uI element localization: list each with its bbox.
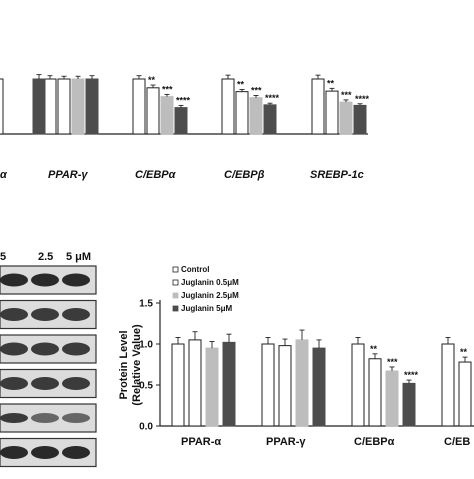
- blot-band-3-1: [31, 377, 59, 390]
- legend-label-dose1: Juglanin 0.5μM: [181, 278, 239, 287]
- top-bar-s3-c0: [32, 78, 46, 135]
- bot-sig-s3-c2: ****: [404, 370, 419, 380]
- dose-label-1: 5: [0, 251, 6, 263]
- dose-label-3: 5 μM: [66, 251, 91, 263]
- top-bar-s0-c4: [311, 78, 325, 135]
- blot-band-0-1: [31, 273, 59, 287]
- bottom-cat-cebpa: C/EBPα: [354, 436, 395, 448]
- top-group-label-ppar-g: PPAR-γ: [48, 169, 88, 181]
- bottom-cat-ppar-a: PPAR-α: [181, 436, 221, 448]
- bottom-cat-ppar-g: PPAR-γ: [266, 436, 306, 448]
- dose-label-2: 2.5: [38, 251, 53, 263]
- bot-sig-s1-c3: **: [460, 347, 468, 357]
- blot-band-2-1: [31, 342, 59, 356]
- blot-band-2-2: [62, 342, 90, 356]
- bot-bar-s1-c1: [278, 345, 292, 427]
- bot-sig-s1-c2: **: [370, 344, 378, 354]
- bottom-chart-bars: ** *********: [171, 329, 472, 427]
- blot-band-0-0: [0, 273, 28, 287]
- bot-bar-s3-c2: [402, 382, 416, 427]
- blot-band-4-1: [31, 413, 59, 423]
- western-blot-panel: [0, 265, 97, 468]
- bot-bar-s0-c3: [441, 343, 455, 427]
- top-sig-s2-c4: ***: [341, 90, 352, 100]
- top-bar-s0-c3: [221, 78, 235, 135]
- legend-swatch-dose2: [172, 292, 179, 299]
- blot-band-2-0: [0, 342, 28, 356]
- bot-bar-s0-c0: [171, 343, 185, 427]
- legend-label-control: Control: [181, 265, 209, 274]
- top-bar-s0-c1: [43, 78, 57, 135]
- top-sig-s1-c3: **: [237, 79, 245, 89]
- bot-bar-s1-c0: [188, 339, 202, 427]
- bot-bar-s3-c0: [222, 341, 236, 427]
- bot-bar-s3-c1: [312, 347, 326, 427]
- top-bar-s1-c1: [57, 78, 71, 135]
- bot-bar-s2-c2: [385, 370, 399, 427]
- legend-swatch-control: [172, 266, 179, 273]
- legend-label-dose3: Juglanin 5μM: [181, 304, 232, 313]
- top-partial-label: α: [0, 169, 8, 181]
- top-bar-s3-c3: [263, 104, 277, 135]
- bot-bar-s2-c0: [205, 347, 219, 427]
- top-bar-s2-c4: [339, 101, 353, 135]
- bot-bar-s1-c2: [368, 358, 382, 427]
- bot-bar-s0-c1: [261, 343, 275, 427]
- top-group-label-srebp: SREBP-1c: [310, 169, 364, 181]
- y-axis-label-line1: Protein Level: [118, 330, 130, 399]
- bottom-cat-cebp-partial: C/EB: [444, 436, 470, 448]
- blot-band-1-0: [0, 308, 28, 321]
- top-bar-s0-c0: [0, 78, 4, 135]
- blot-band-0-2: [62, 273, 90, 287]
- legend: Control Juglanin 0.5μM Juglanin 2.5μM Ju…: [172, 265, 239, 313]
- bottom-y-ticks: 0.0 0.5 1.0 1.5: [139, 299, 160, 433]
- top-bar-s1-c3: [235, 91, 249, 135]
- ytick-label-1: 0.5: [139, 381, 153, 392]
- top-group-label-cebpa: C/EBPα: [135, 169, 177, 181]
- bot-bar-s0-c2: [351, 343, 365, 427]
- legend-swatch-dose1: [172, 279, 179, 286]
- top-bar-s2-c3: [249, 97, 263, 135]
- legend-label-dose2: Juglanin 2.5μM: [181, 291, 239, 300]
- top-bar-s3-c2: [174, 107, 188, 135]
- legend-swatch-dose3: [172, 305, 179, 312]
- top-sig-s1-c4: **: [327, 78, 335, 88]
- top-sig-s3-c2: ****: [176, 95, 191, 105]
- blot-band-5-0: [0, 446, 28, 459]
- top-sig-s2-c2: ***: [162, 84, 173, 94]
- top-sig-s2-c3: ***: [251, 86, 262, 96]
- ytick-label-2: 1.0: [139, 340, 153, 351]
- top-bar-s0-c2: [132, 78, 146, 135]
- blot-band-1-1: [31, 308, 59, 321]
- ytick-label-0: 0.0: [139, 422, 153, 433]
- ytick-label-3: 1.5: [139, 299, 153, 310]
- top-sig-s3-c4: ****: [355, 94, 370, 104]
- blot-band-1-2: [62, 308, 90, 321]
- blot-band-5-2: [62, 446, 90, 459]
- top-bar-s1-c2: [146, 87, 160, 135]
- bot-sig-s2-c2: ***: [387, 357, 398, 367]
- top-bar-s2-c2: [160, 96, 174, 135]
- blot-band-5-1: [31, 446, 59, 459]
- top-bar-s2-c1: [71, 78, 85, 135]
- y-axis-label-line2: (Relative Value): [131, 324, 143, 406]
- top-bar-s3-c4: [353, 104, 367, 135]
- blot-band-3-2: [62, 377, 90, 390]
- blot-band-4-2: [62, 413, 90, 423]
- blot-band-3-0: [0, 377, 28, 390]
- top-sig-s3-c3: ****: [265, 93, 280, 103]
- top-bar-s3-c1: [85, 78, 99, 135]
- top-sig-s1-c2: **: [148, 75, 156, 85]
- top-group-label-cebpb: C/EBPβ: [224, 169, 265, 181]
- bot-bar-s1-c3: [458, 361, 472, 427]
- blot-band-4-0: [0, 413, 28, 423]
- top-bar-s1-c4: [325, 90, 339, 135]
- bot-bar-s2-c1: [295, 339, 309, 427]
- top-chart-bars: ** ** ***** *** ******* **** ****: [0, 74, 370, 135]
